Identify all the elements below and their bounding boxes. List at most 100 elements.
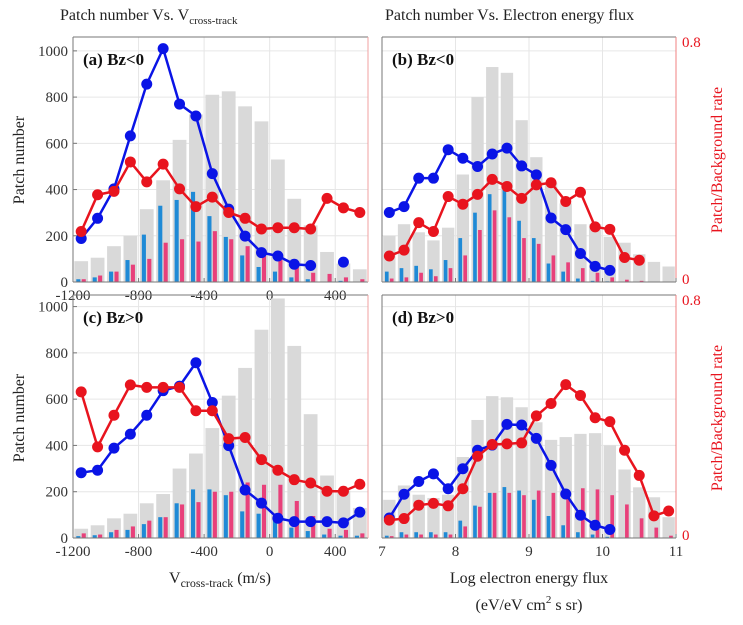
ytick-label-left: 200	[46, 485, 69, 501]
background-bar	[287, 345, 302, 538]
blue-bar	[256, 513, 261, 538]
pink-bar	[278, 260, 283, 282]
blue-bar	[473, 212, 477, 282]
blue-point	[486, 148, 498, 160]
pink-bar	[478, 506, 482, 538]
red-point	[457, 483, 469, 495]
blue-bar	[458, 520, 463, 538]
pink-bar	[163, 517, 168, 538]
ytick-label-left: 400	[46, 438, 69, 454]
blue-bar	[546, 263, 551, 282]
background-bar	[662, 517, 675, 538]
red-point	[413, 217, 425, 229]
red-point	[272, 222, 284, 234]
background-bar	[74, 528, 89, 538]
red-line	[80, 159, 361, 232]
blue-point	[383, 206, 395, 218]
blue-bar	[305, 531, 310, 538]
blue-point	[501, 418, 513, 430]
blue-bar	[158, 205, 163, 282]
red-point	[486, 173, 498, 185]
background-bar	[336, 490, 351, 538]
red-point	[413, 499, 425, 511]
red-point	[619, 252, 631, 263]
blue-bar	[240, 255, 245, 282]
pink-bar	[536, 490, 541, 538]
blue-point	[560, 224, 572, 236]
ylabel-bottom-left: Patch number	[11, 373, 28, 462]
xtick-label: 8	[452, 544, 460, 560]
blue-point	[272, 512, 284, 524]
red-point	[108, 185, 120, 197]
blue-bar	[502, 487, 507, 538]
pink-bar	[130, 264, 135, 282]
red-point	[141, 381, 153, 393]
pink-bar	[81, 533, 86, 538]
blue-bar	[338, 535, 343, 538]
red-point	[206, 191, 218, 203]
blue-point	[239, 230, 251, 242]
background-bar	[559, 203, 572, 282]
blue-point	[75, 467, 87, 479]
blue-point	[516, 160, 528, 172]
blue-point	[413, 476, 425, 488]
red-point	[108, 409, 120, 421]
red-point	[239, 212, 251, 224]
pink-bar	[294, 266, 299, 282]
pink-bar	[566, 262, 570, 282]
red-point	[604, 416, 616, 428]
blue-bar	[76, 279, 81, 282]
blue-bar	[223, 236, 228, 282]
xtick-label: 9	[525, 544, 533, 560]
blue-bar	[207, 489, 212, 538]
pink-bar	[610, 495, 615, 538]
red-point	[288, 474, 300, 486]
blue-point	[321, 516, 333, 528]
blue-point	[560, 488, 572, 500]
blue-bar	[109, 271, 114, 282]
panel-c: 0 200 400 600 800 1000 -1200 -800 -400 0 400 (c) Bz…	[38, 294, 369, 560]
panel-d: 0 0.8 7 8 9 10 11 (d) Bz>0	[378, 293, 701, 560]
red-point	[486, 438, 498, 450]
blue-bar	[92, 277, 97, 282]
blue-line	[388, 146, 611, 272]
background-bar	[427, 497, 440, 538]
blue-bar	[191, 191, 196, 282]
background-bar	[662, 266, 675, 282]
blue-bar	[158, 517, 163, 538]
background-bar	[270, 298, 285, 538]
blue-point	[157, 43, 169, 55]
red-point	[92, 441, 104, 453]
blue-point	[530, 432, 542, 444]
ytick-label-right: 0.8	[682, 35, 701, 51]
blue-bar	[531, 238, 536, 282]
pink-bar	[98, 534, 103, 538]
blue-bar	[531, 499, 536, 538]
blue-point	[472, 161, 484, 173]
blue-bar	[125, 529, 130, 538]
red-point	[124, 156, 136, 168]
background-bar	[633, 487, 646, 538]
pink-bar	[522, 238, 526, 282]
blue-bar	[502, 189, 507, 282]
blue-bar	[561, 271, 566, 282]
ylabel-top-left: Patch number	[11, 115, 28, 204]
red-point	[442, 191, 454, 203]
blue-point	[141, 409, 153, 421]
xtick-label: -400	[190, 544, 218, 560]
pink-bar	[595, 272, 600, 282]
blue-bar	[429, 532, 433, 538]
blue-point	[288, 258, 300, 270]
blue-bar	[517, 490, 521, 538]
blue-bar	[487, 492, 492, 538]
blue-bar	[590, 534, 595, 538]
red-point	[321, 485, 333, 497]
red-point	[354, 478, 366, 490]
red-point	[589, 221, 601, 233]
red-point	[305, 477, 317, 489]
red-point	[75, 225, 87, 237]
pink-bar	[507, 492, 512, 538]
blue-point	[255, 497, 267, 509]
